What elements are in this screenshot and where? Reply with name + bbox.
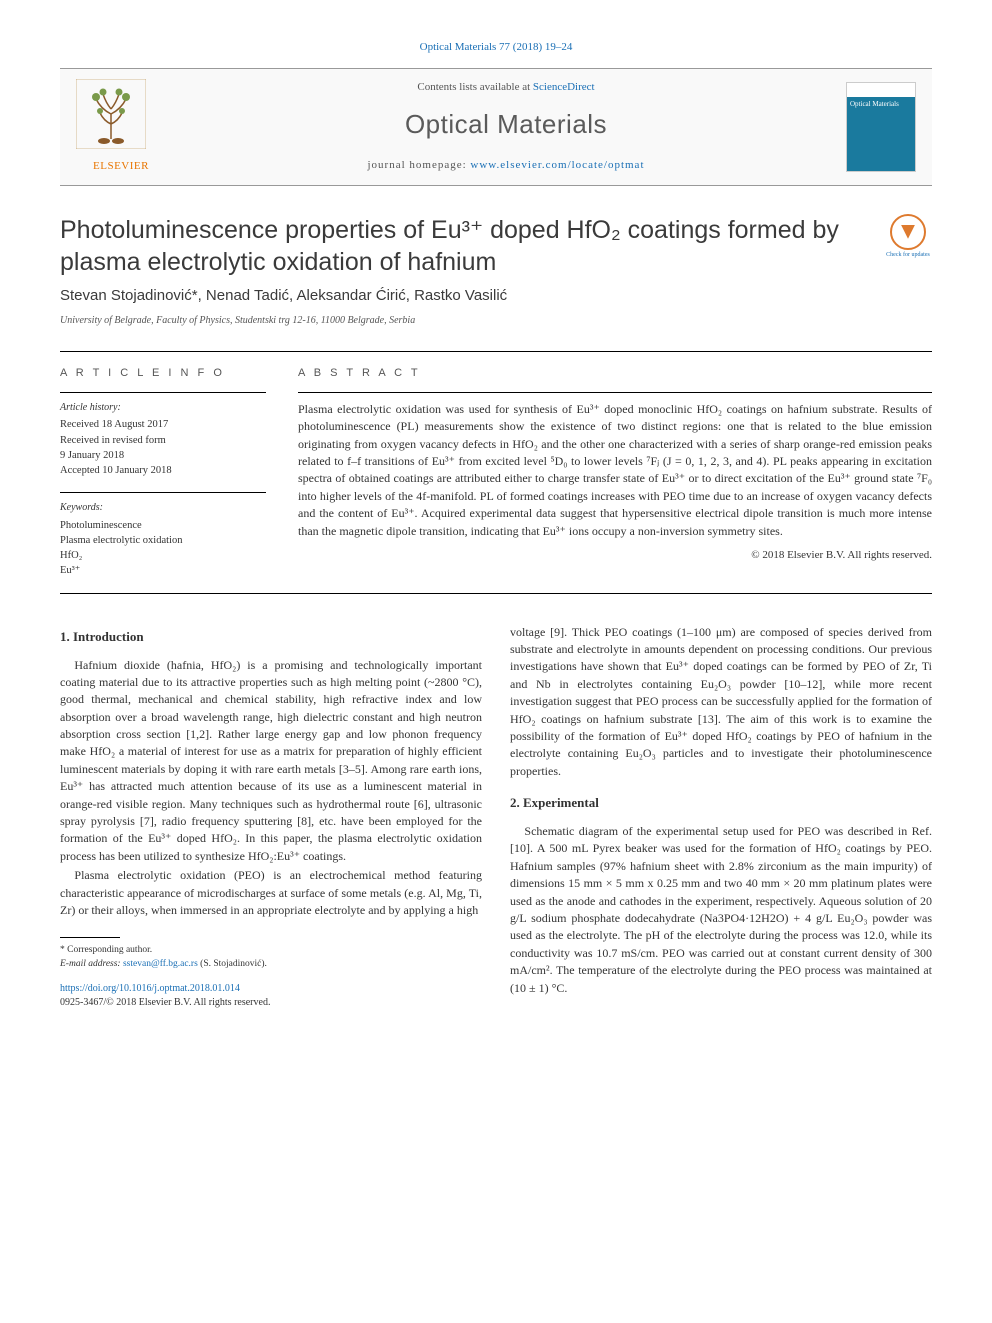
keywords-head: Keywords:: [60, 492, 266, 516]
contents-available-line: Contents lists available at ScienceDirec…: [166, 80, 846, 96]
homepage-link[interactable]: www.elsevier.com/locate/optmat: [470, 159, 644, 171]
keyword: HfO₂: [60, 548, 266, 563]
authors-line: Stevan Stojadinović*, Nenad Tadić, Aleks…: [60, 285, 932, 307]
sciencedirect-link[interactable]: ScienceDirect: [533, 81, 595, 93]
history-head: Article history:: [60, 401, 266, 416]
check-updates-icon: [890, 214, 926, 250]
doi-block: https://doi.org/10.1016/j.optmat.2018.01…: [60, 982, 482, 1011]
title-row: Photoluminescence properties of Eu³⁺ dop…: [60, 214, 932, 279]
abstract-column: A B S T R A C T Plasma electrolytic oxid…: [280, 352, 932, 593]
corresponding-author-note: * Corresponding author.: [60, 944, 482, 958]
article-title: Photoluminescence properties of Eu³⁺ dop…: [60, 214, 884, 279]
article-info-heading: A R T I C L E I N F O: [60, 366, 266, 382]
email-suffix: (S. Stojadinović).: [198, 959, 267, 969]
check-updates-label: Check for updates: [884, 252, 932, 259]
info-abstract-block: A R T I C L E I N F O Article history: R…: [60, 351, 932, 594]
doi-link[interactable]: https://doi.org/10.1016/j.optmat.2018.01…: [60, 983, 240, 994]
body-paragraph: Schematic diagram of the experimental se…: [510, 823, 932, 997]
journal-cover-thumb: Optical Materials: [846, 82, 916, 172]
abstract-text: Plasma electrolytic oxidation was used f…: [298, 401, 932, 540]
article-info-column: A R T I C L E I N F O Article history: R…: [60, 352, 280, 593]
keyword: Plasma electrolytic oxidation: [60, 533, 266, 548]
journal-header: ELSEVIER Contents lists available at Sci…: [60, 68, 932, 186]
body-paragraph: Hafnium dioxide (hafnia, HfO₂) is a prom…: [60, 657, 482, 866]
history-line: Received 18 August 2017: [60, 417, 266, 432]
keyword: Eu³⁺: [60, 563, 266, 578]
abstract-heading: A B S T R A C T: [298, 366, 932, 382]
journal-name: Optical Materials: [166, 106, 846, 144]
email-label: E-mail address:: [60, 959, 123, 969]
history-line: Received in revised form: [60, 433, 266, 448]
header-center: Contents lists available at ScienceDirec…: [166, 80, 846, 174]
check-updates-badge[interactable]: Check for updates: [884, 214, 932, 259]
abstract-copyright: © 2018 Elsevier B.V. All rights reserved…: [298, 548, 932, 564]
history-line: Accepted 10 January 2018: [60, 463, 266, 478]
section-heading-intro: 1. Introduction: [60, 628, 482, 647]
publisher-logo-block: ELSEVIER: [76, 79, 166, 175]
body-paragraph: voltage [9]. Thick PEO coatings (1–100 μ…: [510, 624, 932, 781]
elsevier-tree-icon: [76, 79, 146, 149]
publisher-label: ELSEVIER: [76, 159, 166, 175]
section-heading-experimental: 2. Experimental: [510, 794, 932, 813]
footnote-rule: [60, 937, 120, 938]
citation-line: Optical Materials 77 (2018) 19–24: [60, 40, 932, 56]
citation-link[interactable]: Optical Materials 77 (2018) 19–24: [420, 41, 573, 53]
keyword: Photoluminescence: [60, 518, 266, 533]
body-paragraph: Plasma electrolytic oxidation (PEO) is a…: [60, 867, 482, 919]
cover-label: Optical Materials: [850, 99, 912, 109]
homepage-prefix: journal homepage:: [368, 159, 471, 171]
affiliation-line: University of Belgrade, Faculty of Physi…: [60, 314, 932, 329]
issn-line: 0925-3467/© 2018 Elsevier B.V. All right…: [60, 997, 270, 1008]
history-line: 9 January 2018: [60, 448, 266, 463]
journal-homepage-line: journal homepage: www.elsevier.com/locat…: [166, 158, 846, 174]
contents-prefix: Contents lists available at: [417, 81, 532, 93]
email-link[interactable]: sstevan@ff.bg.ac.rs: [123, 959, 198, 969]
email-footnote: E-mail address: sstevan@ff.bg.ac.rs (S. …: [60, 958, 482, 972]
body-two-column: 1. Introduction Hafnium dioxide (hafnia,…: [60, 624, 932, 1011]
